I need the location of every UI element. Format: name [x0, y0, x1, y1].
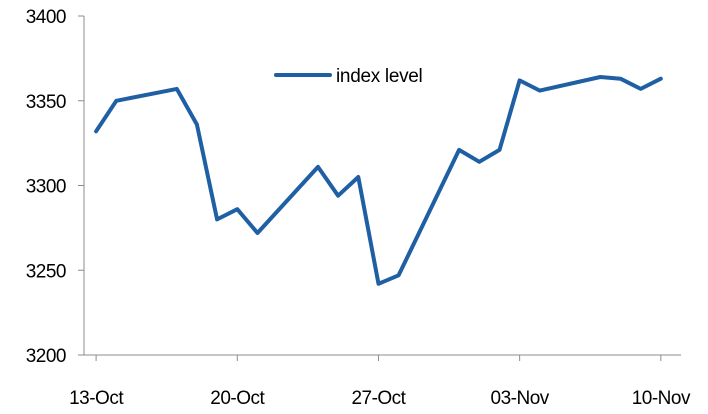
x-axis: 13-Oct 20-Oct 27-Oct 03-Nov 10-Nov	[69, 354, 691, 409]
x-tick-label: 20-Oct	[210, 388, 265, 409]
y-tick-label: 3350	[26, 92, 66, 113]
x-tick-label: 10-Nov	[632, 388, 691, 409]
y-tick-label: 3300	[26, 177, 66, 198]
legend: index level	[274, 66, 423, 87]
series-line-index-level	[94, 75, 663, 286]
y-tick-label: 3250	[26, 261, 66, 282]
series-layer	[94, 75, 663, 286]
y-axis: 3200 3250 3300 3350 3400	[26, 7, 85, 367]
y-tick-label: 3400	[26, 7, 66, 28]
y-tick-label: 3200	[26, 346, 66, 367]
x-tick-label: 13-Oct	[69, 388, 124, 409]
x-tick-label: 27-Oct	[351, 388, 406, 409]
legend-label-index-level: index level	[336, 66, 422, 87]
x-tick-label: 03-Nov	[491, 388, 550, 409]
